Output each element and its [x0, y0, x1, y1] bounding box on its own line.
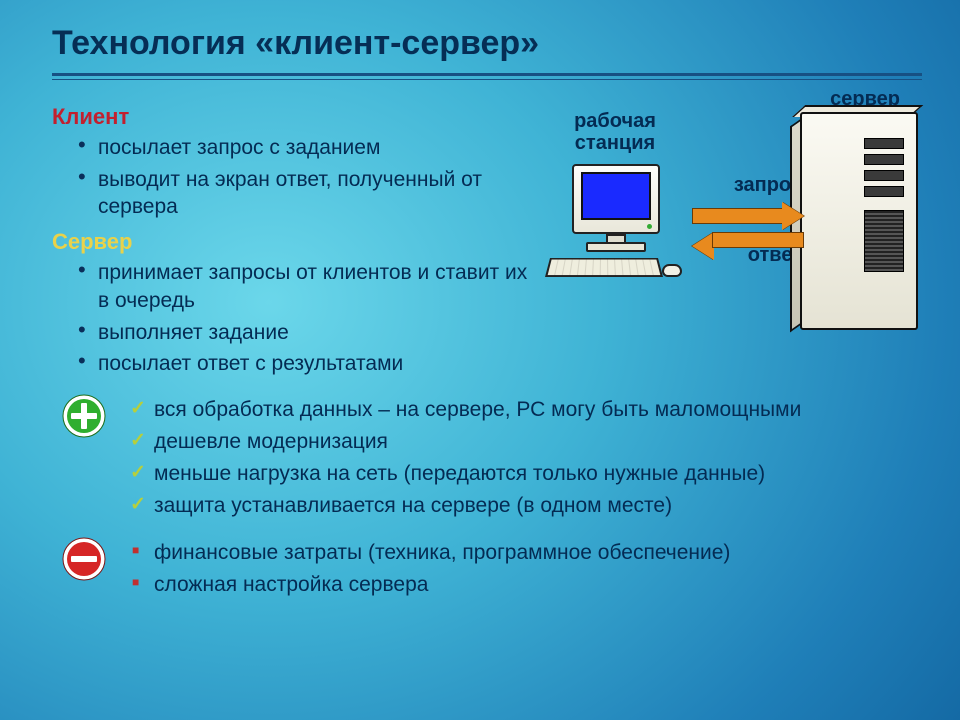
- pros-list: вся обработка данных – на сервере, РС мо…: [124, 394, 922, 523]
- client-heading: Клиент: [52, 104, 532, 130]
- pros-block: вся обработка данных – на сервере, РС мо…: [52, 394, 922, 523]
- con-item: сложная настройка сервера: [130, 569, 922, 601]
- cons-block: финансовые затраты (техника, программное…: [52, 537, 922, 601]
- slide-title: Технология «клиент-сервер»: [52, 24, 922, 71]
- title-rule-thick: [52, 73, 922, 76]
- server-point: выполняет задание: [78, 317, 532, 349]
- client-bullets: посылает запрос с заданием выводит на эк…: [52, 132, 532, 223]
- title-rule-thin: [52, 79, 922, 80]
- server-point: посылает ответ с результатами: [78, 348, 532, 380]
- plus-icon: [62, 394, 106, 438]
- pro-item: защита устанавливается на сервере (в одн…: [130, 490, 922, 522]
- cons-list: финансовые затраты (техника, программное…: [124, 537, 922, 601]
- pro-item: вся обработка данных – на сервере, РС мо…: [130, 394, 922, 426]
- pro-item: дешевле модернизация: [130, 426, 922, 458]
- request-arrow-icon: [692, 202, 804, 230]
- answer-arrow-icon: [692, 232, 804, 260]
- pro-item: меньше нагрузка на сеть (передаются толь…: [130, 458, 922, 490]
- server-bullets: принимает запросы от клиентов и ставит и…: [52, 257, 532, 380]
- workstation-label: рабочая станция: [560, 110, 670, 154]
- top-row: Клиент посылает запрос с заданием выводи…: [52, 92, 922, 380]
- con-item: финансовые затраты (техника, программное…: [130, 537, 922, 569]
- minus-icon: [62, 537, 106, 581]
- client-point: выводит на экран ответ, полученный от се…: [78, 164, 532, 223]
- server-icon: [800, 112, 918, 330]
- diagram: сервер рабочая станция запрос ответ: [532, 92, 922, 380]
- server-point: принимает запросы от клиентов и ставит и…: [78, 257, 532, 316]
- workstation-icon: [546, 164, 688, 294]
- client-point: посылает запрос с заданием: [78, 132, 532, 164]
- definitions: Клиент посылает запрос с заданием выводи…: [52, 92, 532, 380]
- server-heading: Сервер: [52, 229, 532, 255]
- slide: Технология «клиент-сервер» Клиент посыла…: [0, 0, 960, 720]
